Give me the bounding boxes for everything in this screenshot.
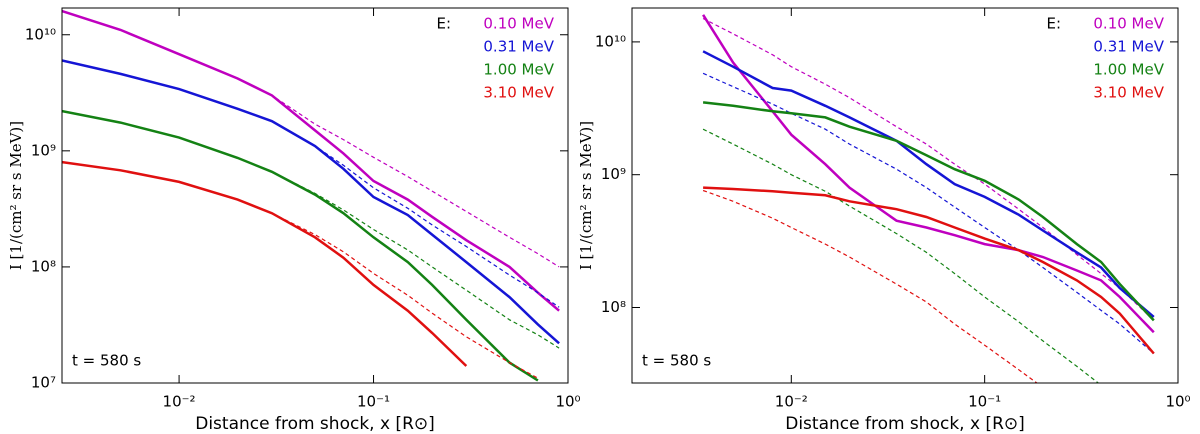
annotation: t = 580 s [72, 352, 141, 370]
panel: 10⁻² 10⁻¹ 10⁰ 10⁸ 10⁹ 10¹⁰ Distance from shock… [577, 7, 1191, 434]
model-line [62, 59, 560, 308]
series-line [62, 160, 468, 367]
legend-entry: 1.00 MeV [483, 61, 554, 79]
legend-entry: 0.10 MeV [483, 15, 554, 33]
x-tick-label: 10⁻² [163, 393, 196, 411]
legend-title: E: [436, 15, 451, 33]
model-line [702, 72, 1155, 354]
y-axis-label: I [1/(cm² sr s MeV)] [577, 121, 595, 270]
legend-entry: 0.31 MeV [1093, 38, 1164, 56]
plot-area [702, 14, 1155, 383]
y-tick-label: 10⁷ [31, 374, 56, 392]
plot-frame [631, 7, 1179, 384]
legend-entry: 3.10 MeV [1093, 84, 1164, 102]
y-tick-label: 10¹⁰ [25, 25, 56, 43]
x-tick-label: 10⁻¹ [968, 393, 1001, 411]
model-line [62, 110, 560, 349]
y-tick-label: 10⁸ [31, 257, 56, 275]
series-line [62, 109, 539, 382]
y-tick-label: 10¹⁰ [595, 32, 626, 50]
model-line [702, 189, 1038, 383]
model-line [702, 128, 1100, 383]
series-line [702, 101, 1155, 322]
y-axis-label: I [1/(cm² sr s MeV)] [7, 121, 25, 270]
model-line [62, 161, 539, 379]
x-tick-label: 10⁰ [555, 393, 580, 411]
series-line [702, 50, 1155, 318]
model-line [702, 17, 1155, 321]
x-tick-label: 10⁰ [1165, 393, 1190, 411]
x-axis-label: Distance from shock, x [R⊙] [785, 414, 1025, 434]
y-tick-label: 10⁸ [601, 298, 626, 316]
legend-entry: 0.31 MeV [483, 38, 554, 56]
y-tick-label: 10⁹ [601, 165, 626, 183]
y-tick-label: 10⁹ [31, 141, 56, 159]
legend-title: E: [1046, 15, 1061, 33]
series-line [702, 14, 1155, 334]
plot-frame [61, 7, 569, 384]
series-line [62, 59, 560, 345]
x-tick-label: 10⁻¹ [357, 393, 390, 411]
annotation: t = 580 s [642, 352, 711, 370]
series-line [62, 9, 560, 312]
plot-area [62, 9, 560, 382]
legend-entry: 0.10 MeV [1093, 15, 1164, 33]
panel: 10⁻² 10⁻¹ 10⁰ 10⁷ 10⁸ 10⁹ 10¹⁰ Distance from sh… [7, 7, 581, 434]
x-tick-label: 10⁻² [775, 393, 808, 411]
legend-entry: 1.00 MeV [1093, 61, 1164, 79]
x-axis-label: Distance from shock, x [R⊙] [195, 414, 435, 434]
series-line [703, 186, 1155, 355]
legend-entry: 3.10 MeV [483, 84, 554, 102]
